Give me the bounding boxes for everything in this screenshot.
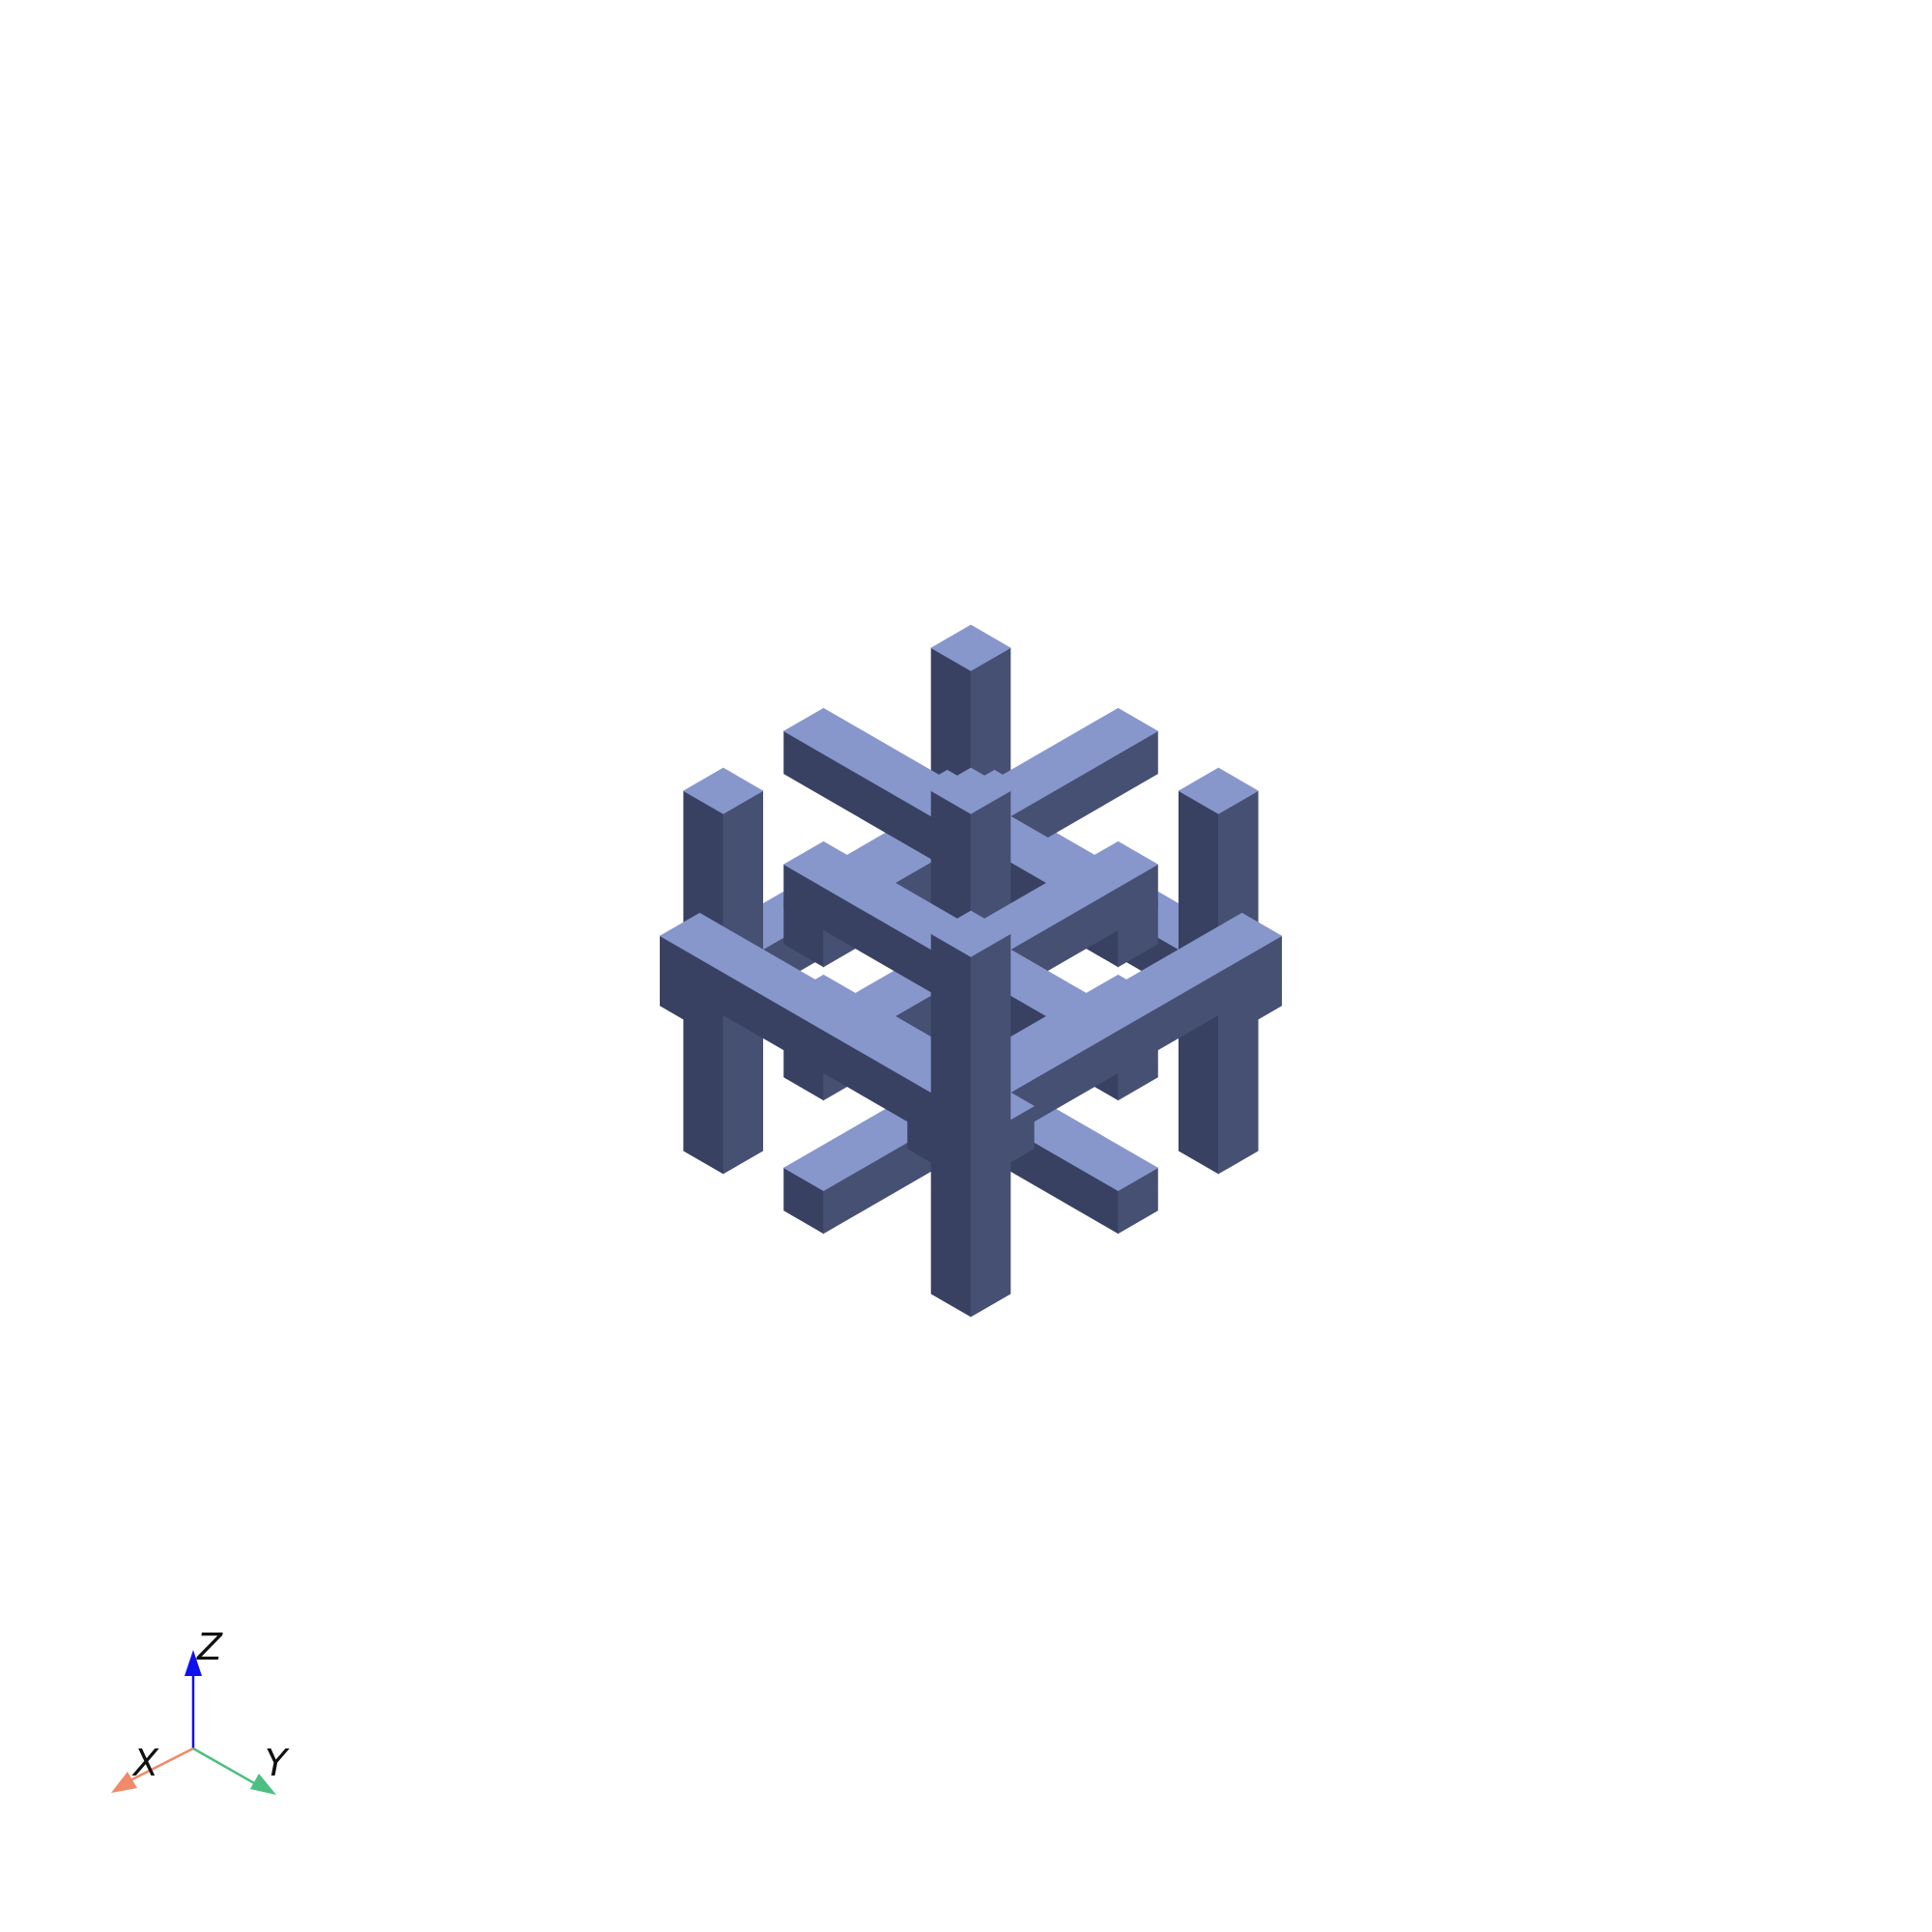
y-axis-line: [193, 1748, 256, 1784]
y-axis: Y: [193, 1742, 290, 1795]
x-axis: X: [111, 1742, 193, 1793]
z-axis: Z: [185, 1626, 223, 1748]
z-axis-label: Z: [196, 1626, 223, 1668]
y-axis-label: Y: [265, 1742, 290, 1784]
x-axis-label: X: [131, 1742, 159, 1784]
